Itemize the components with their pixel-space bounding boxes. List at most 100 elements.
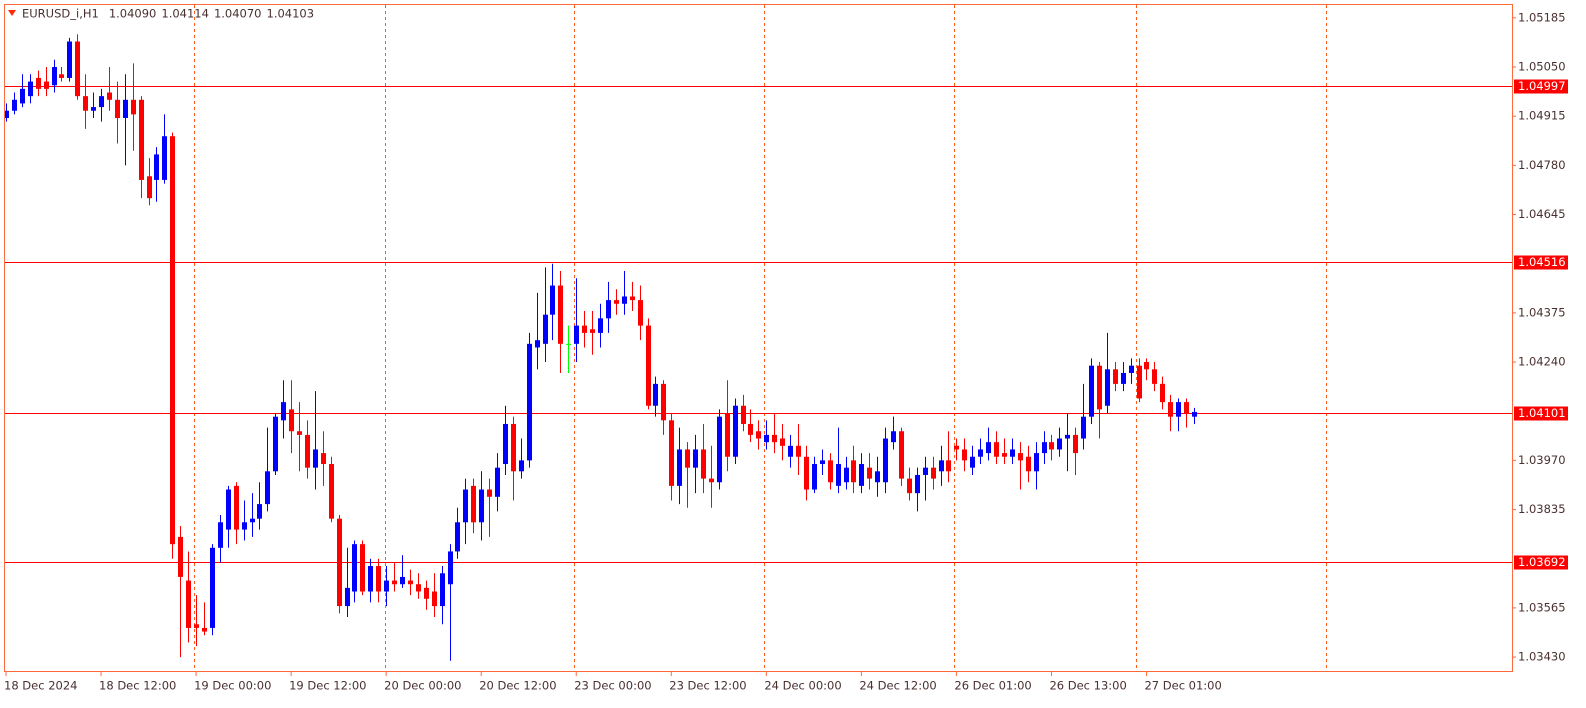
candle-body	[154, 154, 159, 180]
candle-body	[1105, 369, 1110, 406]
candle-body	[194, 624, 199, 628]
candle-body	[162, 136, 167, 180]
candle-body	[590, 329, 595, 333]
candle-body	[899, 431, 904, 479]
candle-body	[1026, 456, 1031, 472]
candle-body	[297, 431, 302, 435]
candle-body	[257, 504, 262, 519]
candle-body	[1018, 453, 1023, 461]
x-tick-label: 26 Dec 13:00	[1049, 679, 1126, 693]
candle-body	[273, 416, 278, 472]
candle-body	[1081, 416, 1086, 439]
x-tick-label: 23 Dec 12:00	[669, 679, 746, 693]
candle-body	[1049, 442, 1054, 450]
candle-body	[931, 467, 936, 479]
collapse-arrow[interactable]	[8, 10, 16, 16]
candle-body	[1089, 365, 1094, 417]
candle-body	[677, 449, 682, 486]
x-tick-label: 24 Dec 12:00	[859, 679, 936, 693]
candle-body	[281, 402, 286, 421]
candle-body	[788, 445, 793, 457]
candle-body	[1002, 453, 1007, 457]
axes: 1.05185 1.05050 1.04915 1.04780 1.04645 1.043…	[4, 10, 1568, 693]
candle-body	[463, 489, 468, 523]
candle-body	[954, 445, 959, 450]
x-tick-label: 20 Dec 00:00	[384, 679, 461, 693]
candle-body	[851, 460, 856, 483]
candle-body	[859, 464, 864, 486]
candle-body	[226, 489, 231, 530]
candle-body	[352, 544, 357, 592]
candle-body	[218, 522, 223, 548]
candle-body	[978, 449, 983, 457]
candle-body	[717, 416, 722, 483]
candle-body	[725, 413, 730, 457]
candle-body	[796, 445, 801, 457]
candle-body	[907, 478, 912, 494]
candle-body	[685, 449, 690, 468]
candle-body	[139, 99, 144, 180]
y-tick-label: 1.05185	[1518, 10, 1566, 24]
candle-body	[186, 580, 191, 628]
chart-title: EURUSD_i,H1	[22, 7, 99, 21]
candle-body	[558, 285, 563, 344]
candle-body	[598, 318, 603, 333]
candle-body	[693, 449, 698, 468]
x-tick-label: 26 Dec 01:00	[954, 679, 1031, 693]
candle-body	[756, 431, 761, 439]
level-label: 1.04997	[1518, 79, 1566, 93]
candle-body	[313, 449, 318, 468]
candle-body	[970, 456, 975, 468]
candle-body	[1073, 434, 1078, 454]
candle-body	[630, 296, 635, 301]
candle-body	[891, 431, 896, 443]
candle-body	[1176, 402, 1181, 417]
candle-body	[566, 343, 571, 345]
candle-body	[923, 467, 928, 475]
x-tick-label: 18 Dec 12:00	[99, 679, 176, 693]
candle-body	[337, 518, 342, 607]
candle-body	[234, 485, 239, 530]
candle-body	[1192, 411, 1197, 417]
x-tick-label: 24 Dec 00:00	[764, 679, 841, 693]
candle-body	[614, 300, 619, 304]
candle-body	[709, 478, 714, 483]
candle-body	[764, 434, 769, 443]
x-tick-label: 19 Dec 12:00	[289, 679, 366, 693]
candle-body	[416, 584, 421, 592]
candle-body	[543, 314, 548, 344]
candle-body	[289, 409, 294, 432]
candle-body	[820, 460, 825, 465]
y-tick-label: 1.04780	[1518, 158, 1566, 172]
candle-body	[653, 383, 658, 406]
candle-body	[748, 423, 753, 435]
candle-body	[1129, 365, 1134, 373]
candle-body	[455, 522, 460, 552]
candle-body	[432, 591, 437, 607]
candle-body	[503, 423, 508, 465]
header-values: 1.04090 1.04114 1.04070 1.04103	[109, 7, 314, 21]
candle-body	[1121, 372, 1126, 384]
x-tick-label: 27 Dec 01:00	[1144, 679, 1221, 693]
candle-body	[20, 88, 25, 104]
y-tick-label: 1.04645	[1518, 207, 1566, 221]
header-value: 1.04103	[267, 7, 315, 21]
candle-body	[448, 551, 453, 585]
y-tick-label: 1.04375	[1518, 305, 1566, 319]
candle-body	[115, 99, 120, 119]
candle-body	[487, 489, 492, 497]
candle-body	[511, 423, 516, 472]
candle-body	[812, 464, 817, 490]
plot-frame	[4, 4, 1513, 672]
candle-body	[574, 325, 579, 344]
candle-body	[836, 464, 841, 486]
candle-body	[265, 471, 270, 505]
candle-body	[479, 489, 484, 523]
candle-body	[210, 547, 215, 628]
level-label-bg	[1514, 79, 1568, 94]
candle-body	[471, 485, 476, 523]
header-value: 1.04090	[109, 7, 157, 21]
candle-body	[28, 81, 33, 97]
